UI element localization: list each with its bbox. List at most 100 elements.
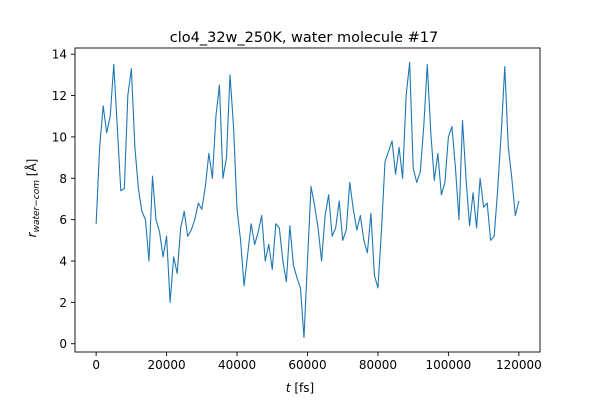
data-point: [254, 243, 256, 246]
data-point: [144, 219, 146, 221]
data-point: [296, 277, 298, 279]
data-point: [370, 212, 372, 214]
data-point: [405, 95, 407, 97]
data-point: [384, 161, 386, 163]
data-point: [331, 235, 333, 237]
data-point: [218, 84, 220, 86]
data-point: [366, 252, 368, 254]
data-point: [363, 239, 365, 241]
y-tick-label: 12: [52, 89, 67, 103]
data-point: [518, 200, 520, 202]
data-point: [137, 188, 139, 190]
data-point: [113, 63, 115, 66]
data-point: [95, 223, 97, 225]
data-point: [454, 167, 457, 169]
data-point: [106, 132, 108, 134]
data-point: [409, 61, 411, 64]
x-tick-label: 120000: [496, 358, 542, 372]
y-tick-label: 14: [52, 48, 67, 62]
data-point: [497, 188, 499, 190]
data-point: [211, 177, 213, 179]
data-point: [349, 181, 351, 183]
data-point: [359, 214, 361, 217]
data-point: [430, 132, 432, 134]
data-point: [257, 231, 259, 233]
y-tick-label: 8: [59, 172, 67, 186]
data-point: [187, 235, 189, 237]
data-point: [183, 210, 185, 212]
data-point: [201, 208, 203, 210]
data-point: [222, 177, 224, 179]
data-point: [243, 285, 245, 287]
data-point: [461, 119, 464, 121]
data-point: [159, 231, 161, 233]
data-point: [338, 200, 340, 202]
data-point: [289, 225, 291, 227]
data-point: [261, 214, 263, 217]
data-point: [486, 202, 488, 204]
data-point: [345, 229, 347, 231]
y-axis-label: rwater−com [Å]: [24, 159, 42, 238]
data-point: [250, 223, 252, 225]
data-point: [391, 140, 393, 142]
data-point: [387, 150, 390, 152]
data-point: [130, 68, 132, 70]
data-point: [278, 227, 280, 229]
data-point: [511, 177, 513, 179]
data-point: [120, 190, 122, 192]
data-point: [162, 256, 164, 258]
data-point: [169, 301, 171, 303]
data-point: [247, 254, 249, 256]
data-point: [180, 227, 182, 229]
data-point: [236, 208, 238, 210]
data-point: [500, 132, 502, 134]
data-point: [151, 175, 154, 177]
data-point: [469, 225, 471, 227]
y-axis-label-unit: [Å]: [24, 159, 39, 180]
data-point: [102, 105, 104, 107]
data-point: [437, 152, 439, 155]
data-point: [176, 272, 178, 274]
data-point: [419, 171, 421, 173]
data-point: [423, 126, 425, 128]
data-point: [208, 152, 210, 155]
x-tick-label: 80000: [359, 358, 397, 372]
data-point: [377, 287, 379, 289]
data-point: [310, 186, 312, 188]
data-point: [465, 177, 467, 179]
data-point: [127, 95, 129, 97]
data-point: [472, 192, 474, 194]
x-tick-label: 0: [92, 358, 100, 372]
data-point: [194, 219, 196, 221]
data-point: [395, 173, 397, 175]
data-point: [433, 179, 435, 181]
y-tick-label: 4: [59, 255, 67, 269]
x-axis-label-unit: [fs]: [291, 381, 315, 395]
x-axis-label: t [fs]: [286, 381, 314, 395]
data-point: [190, 229, 192, 231]
data-point: [141, 210, 143, 212]
plot-area: 0 20000 40000 60000 80000 100000 120000 0 2 4 6 8 10…: [52, 47, 542, 372]
data-point: [507, 146, 509, 148]
data-point: [275, 223, 277, 225]
data-point: [328, 194, 330, 196]
data-point: [116, 126, 118, 128]
data-point: [264, 260, 266, 262]
data-point: [148, 260, 150, 262]
data-point: [271, 268, 273, 270]
data-point: [426, 63, 428, 66]
data-point: [268, 243, 270, 246]
data-point: [514, 214, 516, 217]
data-point: [412, 167, 414, 169]
data-point: [204, 186, 206, 188]
data-point: [215, 115, 217, 117]
data-point: [229, 74, 231, 76]
data-point: [155, 219, 157, 221]
data-point: [123, 188, 125, 190]
data-point: [380, 229, 383, 231]
data-point: [476, 227, 478, 229]
y-tick-label: 6: [59, 213, 67, 227]
data-point: [306, 260, 309, 262]
